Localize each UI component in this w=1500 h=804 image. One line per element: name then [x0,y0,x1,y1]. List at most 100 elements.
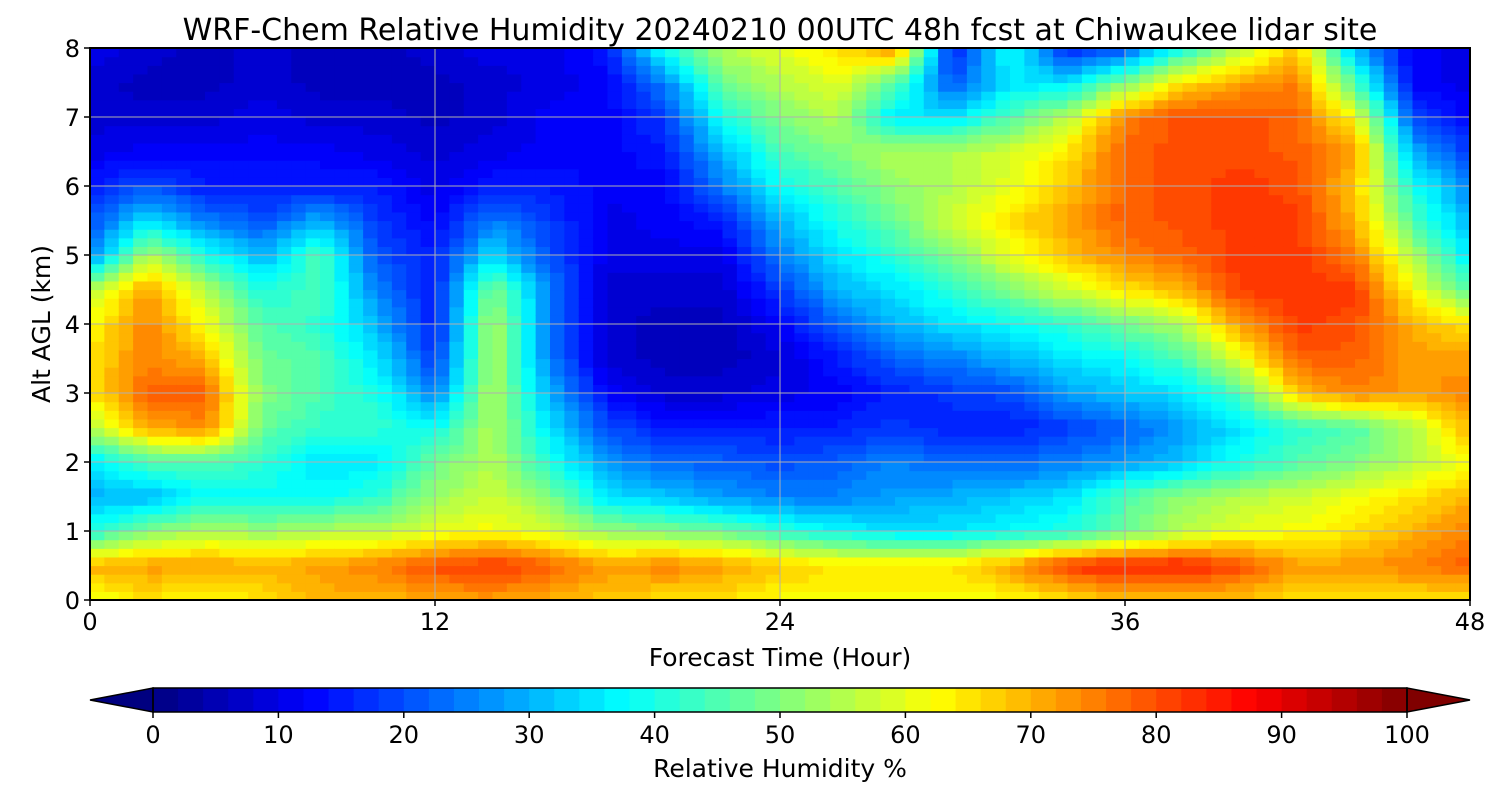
heatmap-cell [1038,341,1054,351]
heatmap-cell [348,513,364,523]
heatmap-cell [794,505,810,515]
heatmap-cell [751,462,767,472]
heatmap-cell [981,574,997,584]
heatmap-cell [823,582,839,592]
heatmap-cell [837,65,853,75]
heatmap-cell [118,548,134,558]
heatmap-cell [1067,384,1083,394]
heatmap-cell [161,134,177,144]
heatmap-cell [593,177,609,187]
heatmap-cell [851,142,867,153]
heatmap-cell [334,453,350,463]
heatmap-cell [1196,186,1212,196]
heatmap-cell [1168,427,1184,437]
heatmap-cell [1081,522,1097,532]
heatmap-cell [794,117,810,127]
heatmap-cell [521,91,537,101]
heatmap-cell [1038,117,1054,127]
heatmap-cell [90,496,105,506]
heatmap-cell [765,591,781,601]
heatmap-cell [765,479,781,489]
heatmap-cell [751,306,767,316]
heatmap-cell [492,280,508,291]
heatmap-cell [621,108,637,118]
heatmap-cell [478,151,494,161]
heatmap-cell [449,272,465,282]
heatmap-cell [1182,375,1198,385]
heatmap-cell [219,255,235,265]
heatmap-cell [693,539,709,549]
heatmap-cell [1196,574,1212,584]
heatmap-cell [334,574,350,584]
heatmap-cell [521,151,537,161]
heatmap-cell [305,574,321,584]
heatmap-cell [1024,99,1040,109]
heatmap-cell [133,522,149,532]
heatmap-cell [276,574,292,584]
heatmap-cell [880,505,896,515]
heatmap-cell [550,211,565,222]
heatmap-cell [1153,582,1169,592]
heatmap-cell [966,565,982,575]
heatmap-cell [1096,548,1112,558]
heatmap-cell [751,91,767,101]
heatmap-cell [550,91,565,101]
heatmap-cell [952,306,968,316]
heatmap-cell [923,375,939,385]
heatmap-cell [1081,177,1097,187]
heatmap-cell [1024,298,1040,308]
heatmap-cell [1038,453,1054,463]
heatmap-cell [535,332,551,342]
heatmap-cell [1153,522,1169,532]
heatmap-cell [1010,142,1025,153]
heatmap-cell [1153,513,1169,523]
heatmap-cell [1110,280,1126,291]
heatmap-cell [320,401,335,411]
heatmap-cell [880,237,896,247]
heatmap-cell [1110,367,1126,377]
heatmap-cell [794,125,810,135]
heatmap-cell [118,186,134,196]
heatmap-cell [1110,108,1126,118]
heatmap-cell [276,582,292,592]
heatmap-cell [952,582,968,592]
heatmap-cell [679,142,695,153]
heatmap-cell [133,539,149,549]
heatmap-cell [420,125,436,135]
heatmap-cell [736,591,752,601]
heatmap-cell [305,99,321,109]
heatmap-cell [1125,142,1140,153]
heatmap-cell [1053,401,1069,411]
heatmap-cell [1081,453,1097,463]
heatmap-cell [578,444,594,454]
heatmap-cell [133,591,149,601]
heatmap-cell [794,436,810,446]
heatmap-cell [981,177,997,187]
heatmap-cell [722,108,738,118]
heatmap-cell [722,487,738,498]
heatmap-cell [736,91,752,101]
heatmap-cell [521,160,537,170]
heatmap-cell [90,505,105,515]
heatmap-cell [190,246,206,256]
heatmap-cell [262,99,278,109]
heatmap-cell [176,255,192,265]
heatmap-cell [435,470,450,480]
heatmap-cell [291,65,307,75]
heatmap-cell [118,48,134,58]
heatmap-cell [363,453,379,463]
heatmap-cell [190,220,206,230]
heatmap-cell [1196,401,1212,411]
heatmap-cell [262,142,278,153]
heatmap-cell [1053,194,1069,204]
heatmap-cell [1110,522,1126,532]
heatmap-cell [104,211,120,222]
heatmap-cell [981,418,997,429]
heatmap-cell [679,367,695,377]
heatmap-cell [377,479,393,489]
heatmap-cell [377,117,393,127]
heatmap-cell [909,65,925,75]
heatmap-cell [463,229,479,239]
heatmap-cell [607,220,623,230]
heatmap-cell [1067,151,1083,161]
